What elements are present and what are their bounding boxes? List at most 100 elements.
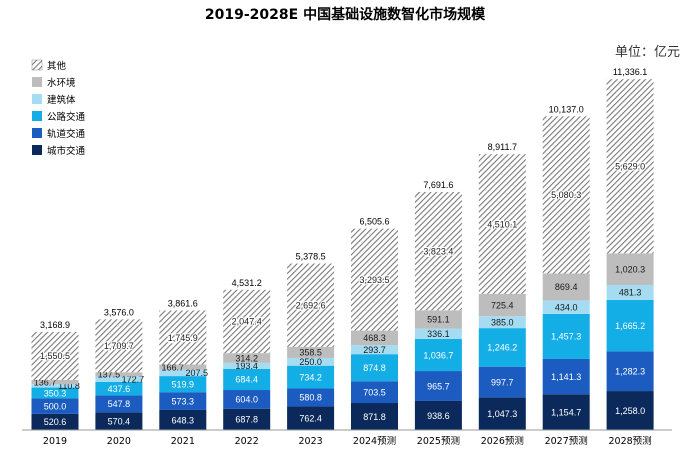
segment-label-2020-2: 437.6 [108, 384, 131, 394]
bar-segment-2022-1 [223, 390, 271, 409]
x-tick-label-2027-: 2027预测 [545, 436, 588, 447]
total-label-2027-: 10,137.0 [549, 104, 584, 114]
bar-segment-2027--3 [542, 300, 590, 314]
bar-segment-2019-4 [31, 379, 79, 385]
legend-swatch-2 [32, 111, 42, 121]
bar-segment-2020-2 [95, 381, 143, 396]
segment-label-2026--5: 4,510.1 [487, 219, 517, 229]
x-tick-label-2019: 2019 [43, 436, 67, 447]
segment-label-2020-0: 570.4 [108, 416, 131, 426]
total-label-2019: 3,168.9 [40, 320, 70, 330]
bar-segment-2026--2 [478, 328, 526, 367]
segment-label-2020-4: 137.5 [98, 370, 121, 380]
bar-segment-2020-5 [95, 319, 143, 373]
bar-segment-2027--1 [542, 358, 590, 395]
bar-segment-2027--4 [542, 273, 590, 301]
bar-segment-2022-0 [223, 408, 271, 430]
segment-label-2019-1: 500.0 [44, 401, 67, 411]
segment-label-2025--1: 965.7 [427, 381, 450, 391]
total-label-2026-: 8,911.7 [488, 142, 517, 152]
segment-label-2025--2: 1,036.7 [423, 350, 453, 360]
segment-label-2024--1: 703.5 [363, 387, 386, 397]
bar-segment-2028--1 [606, 351, 654, 392]
bar-segment-2025--5 [414, 191, 462, 311]
segment-label-2019-3: 110.8 [58, 381, 80, 391]
segment-label-2028--4: 1,020.3 [615, 264, 645, 274]
bar-segment-2028--3 [606, 284, 654, 300]
bar-segment-2025--1 [414, 371, 462, 401]
segment-label-2024--0: 871.8 [363, 412, 386, 422]
segment-label-2019-4: 136.7 [34, 377, 57, 387]
bar-segment-2024--3 [351, 345, 398, 355]
bar-segment-2024--4 [351, 330, 398, 346]
bar-segment-2021-0 [159, 409, 207, 430]
bar-segment-2019-0 [31, 413, 79, 430]
x-tick-label-2024-: 2024预测 [353, 436, 396, 447]
segment-label-2019-5: 1,550.5 [40, 351, 70, 361]
x-tick-label-2028-: 2028预测 [609, 436, 652, 447]
bar-segment-2025--2 [414, 338, 462, 372]
legend-swatch-4 [32, 77, 42, 87]
segment-label-2022-4: 314.2 [235, 353, 258, 363]
segment-label-2024--3: 293.7 [363, 345, 386, 355]
x-tick-label-2025-: 2025预测 [417, 436, 460, 447]
segment-label-2022-2: 684.4 [235, 375, 258, 385]
bar-segment-2023-0 [287, 406, 335, 430]
total-label-2022: 4,531.2 [232, 278, 262, 288]
segment-label-2023-0: 762.4 [299, 414, 322, 424]
x-tick-label-2021: 2021 [171, 436, 195, 447]
bar-segment-2023-3 [287, 357, 335, 366]
segment-label-2025--4: 591.1 [427, 315, 450, 325]
bar-segment-2028--0 [606, 391, 654, 430]
segment-label-2024--2: 874.8 [363, 363, 386, 373]
bar-segment-2021-3 [159, 369, 207, 377]
bar-segment-2024--5 [351, 228, 398, 331]
bar-segment-2028--2 [606, 299, 654, 352]
segment-label-2026--1: 997.7 [491, 377, 514, 387]
bar-segment-2020-0 [95, 412, 143, 430]
bar-segment-2019-2 [31, 387, 79, 399]
x-tick-label-2023: 2023 [299, 436, 323, 447]
segment-label-2019-0: 520.6 [44, 417, 67, 427]
x-tick-label-2026-: 2026预测 [481, 436, 524, 447]
segment-label-2023-3: 250.0 [299, 357, 322, 367]
bar-segment-2022-3 [223, 362, 271, 369]
segment-label-2023-1: 580.8 [299, 393, 322, 403]
bar-segment-2019-1 [31, 398, 79, 414]
bar-segment-2023-1 [287, 388, 335, 407]
segment-label-2024--5: 3,293.5 [359, 275, 389, 285]
segment-label-2021-3: 207.5 [186, 368, 209, 378]
bar-segment-2019-3 [31, 384, 79, 388]
chart-title: 2019-2028E 中国基础设施数智化市场规模 [205, 6, 486, 23]
bar-segment-2022-5 [223, 289, 271, 354]
total-label-2021: 3,861.6 [168, 298, 198, 308]
bar-segment-2020-1 [95, 395, 143, 413]
bar-segment-2021-1 [159, 392, 207, 410]
segment-label-2025--3: 336.1 [427, 329, 450, 339]
bar-segment-2028--4 [606, 253, 654, 285]
legend-label-0: 城市交通 [47, 145, 86, 157]
segment-label-2020-1: 547.8 [108, 399, 131, 409]
segment-label-2020-3: 172.7 [122, 374, 145, 384]
segment-label-2026--0: 1,047.3 [487, 409, 517, 419]
segment-label-2027--0: 1,154.7 [551, 407, 581, 417]
bar-segment-2025--4 [414, 310, 462, 329]
bar-segment-2026--3 [478, 316, 526, 329]
bar-segment-2021-5 [159, 310, 207, 365]
segment-label-2028--0: 1,258.0 [615, 406, 645, 416]
bar-segment-2026--0 [478, 397, 526, 430]
segment-label-2027--2: 1,457.3 [551, 332, 581, 342]
unit-label: 单位：亿元 [615, 45, 680, 60]
segment-label-2021-0: 648.3 [172, 415, 195, 425]
legend-label-1: 轨道交通 [47, 128, 86, 140]
legend-label-2: 公路交通 [47, 111, 86, 123]
total-label-2020: 3,576.0 [104, 307, 134, 317]
bar-segment-2019-5 [31, 331, 79, 380]
segment-label-2028--3: 481.3 [619, 288, 642, 298]
legend-swatch-1 [32, 128, 42, 138]
bar-segment-2022-2 [223, 368, 271, 391]
segment-label-2023-4: 358.5 [299, 348, 322, 358]
